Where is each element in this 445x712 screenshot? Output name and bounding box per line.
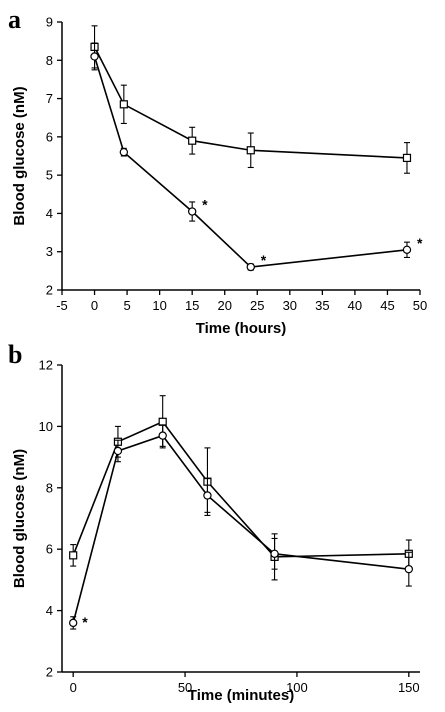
significance-asterisk: * — [202, 197, 208, 213]
circle-series-line — [72, 434, 409, 624]
x-tick-label: 25 — [250, 298, 264, 313]
circle-data-point — [158, 431, 167, 440]
circle-data-point — [113, 446, 123, 456]
square-data-point — [188, 136, 197, 145]
significance-asterisk: * — [261, 252, 267, 268]
y-tick-label: 12 — [39, 358, 53, 373]
circle-data-point — [68, 618, 78, 628]
x-tick-label: 45 — [380, 298, 394, 313]
x-tick-label: 15 — [185, 298, 199, 313]
significance-asterisk: * — [417, 235, 423, 251]
y-tick-label: 6 — [46, 542, 53, 557]
y-tick-label: 8 — [46, 480, 53, 495]
y-axis-label: Blood glucose (nM) — [11, 86, 28, 225]
x-tick-label: 100 — [286, 680, 308, 695]
x-axis-label: Time (hours) — [196, 320, 287, 337]
square-data-point — [69, 551, 78, 560]
circle-data-point — [203, 491, 212, 500]
x-tick-label: 10 — [152, 298, 166, 313]
x-axis-label: Time (minutes) — [188, 687, 294, 704]
panel-label: b — [8, 340, 22, 369]
x-tick-label: 20 — [217, 298, 231, 313]
y-tick-label: 4 — [46, 206, 53, 221]
y-tick-label: 10 — [39, 419, 53, 434]
significance-asterisk: * — [82, 614, 88, 630]
circle-data-point — [90, 52, 99, 61]
square-data-point — [246, 146, 255, 155]
square-data-point — [402, 153, 412, 163]
x-tick-label: 30 — [283, 298, 297, 313]
square-data-point — [119, 100, 128, 109]
x-tick-label: 0 — [91, 298, 98, 313]
y-tick-label: 3 — [46, 244, 53, 259]
x-tick-label: 0 — [70, 680, 77, 695]
x-tick-label: 5 — [123, 298, 130, 313]
x-tick-label: 150 — [398, 680, 420, 695]
panel-label: a — [8, 5, 21, 34]
y-tick-label: 6 — [46, 129, 53, 144]
y-axis-label: Blood glucose (nM) — [11, 449, 28, 588]
x-tick-label: -5 — [56, 298, 68, 313]
y-tick-label: 7 — [46, 91, 53, 106]
y-tick-label: 5 — [46, 168, 53, 183]
x-tick-label: 50 — [413, 298, 427, 313]
y-tick-label: 2 — [46, 665, 53, 680]
x-tick-label: 35 — [315, 298, 329, 313]
square-data-point — [158, 417, 167, 426]
y-tick-label: 4 — [46, 603, 53, 618]
y-tick-label: 2 — [46, 283, 53, 298]
square-series-line — [72, 420, 409, 558]
circle-data-point — [402, 245, 412, 254]
circle-data-point — [246, 262, 255, 272]
x-tick-label: 50 — [178, 680, 192, 695]
x-tick-label: 40 — [348, 298, 362, 313]
y-tick-label: 9 — [46, 15, 53, 30]
y-tick-label: 8 — [46, 53, 53, 68]
circle-data-point — [187, 207, 197, 216]
circle-data-point — [119, 147, 129, 157]
circle-data-point — [404, 564, 414, 574]
chart-panel-b: b 2 4 6 8 10 12 0 50 100 150 Time (minutes) Blood gl… — [8, 340, 420, 704]
circle-data-point — [270, 549, 279, 559]
